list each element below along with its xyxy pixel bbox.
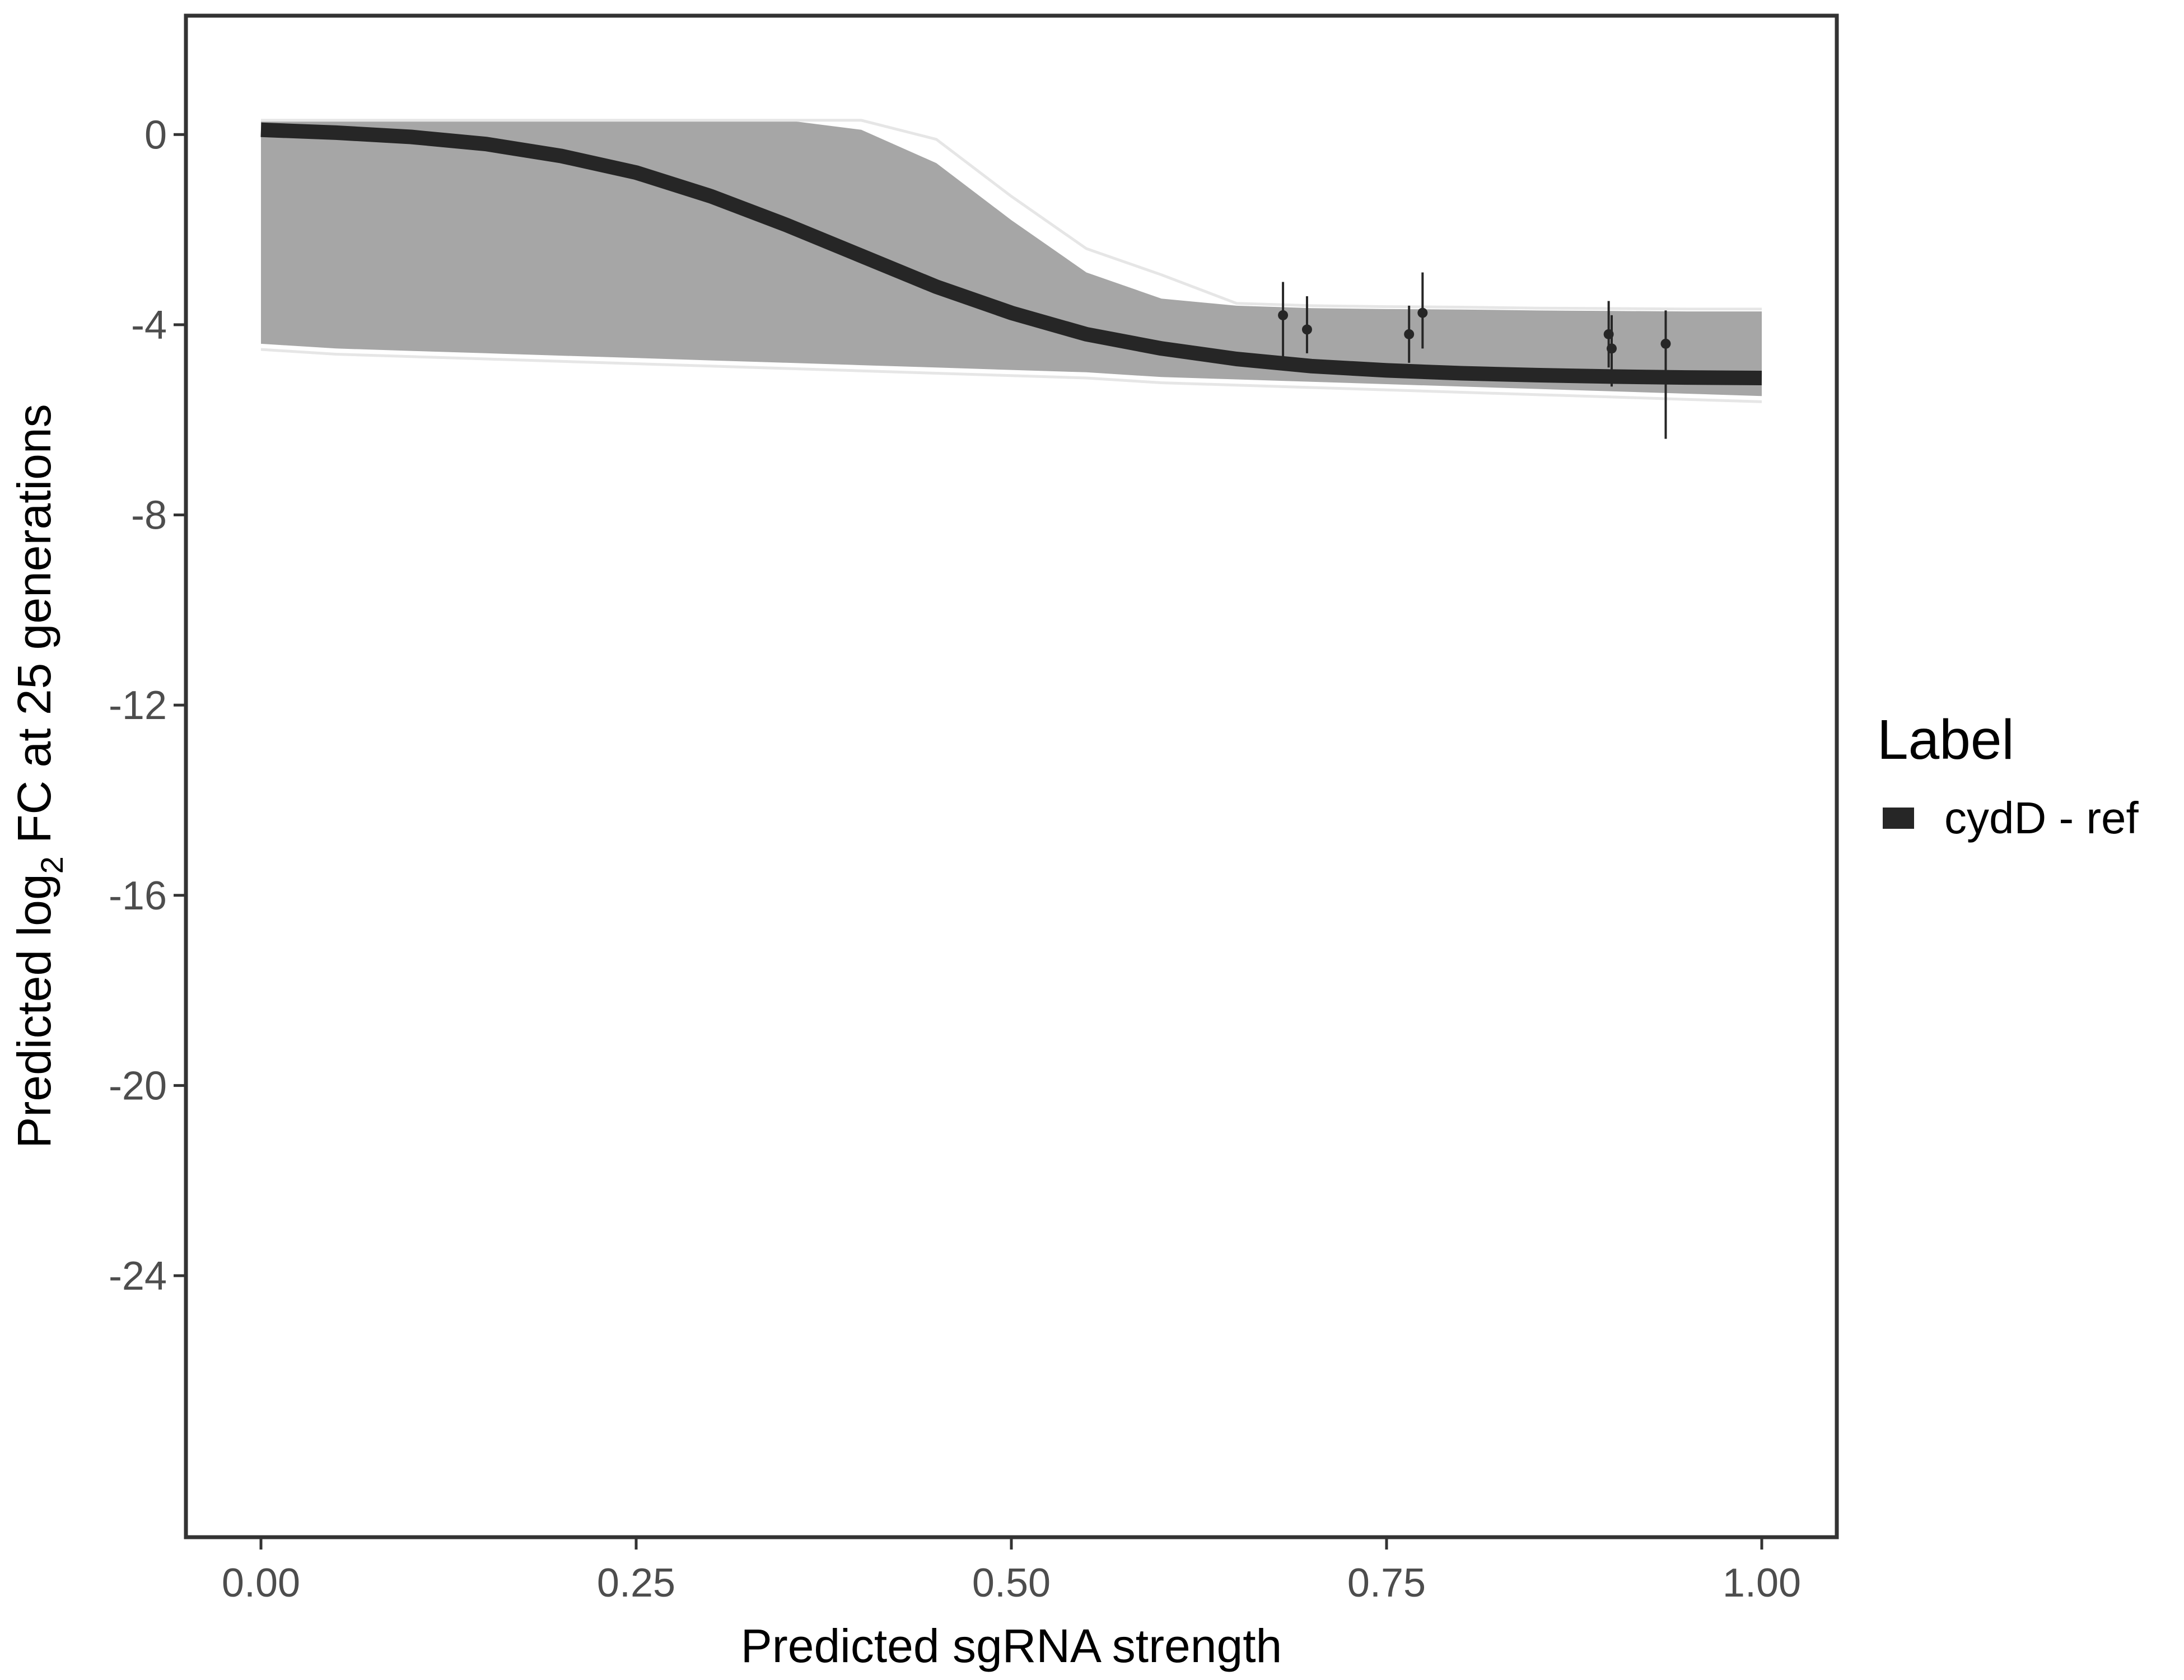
x-tick-label: 0.25	[597, 1561, 675, 1606]
posterior-draws-band	[260, 119, 1762, 403]
data-point	[1607, 343, 1617, 354]
y-axis-title: Predicted log2 FC at 25 generations	[8, 404, 69, 1148]
legend-title: Label	[1877, 708, 2014, 771]
data-point	[1660, 338, 1671, 349]
y-tick-label: 0	[144, 113, 167, 157]
y-axis-title-subscript: 2	[34, 856, 69, 874]
panel-border	[184, 13, 1839, 1539]
observed-point-3	[1417, 272, 1428, 349]
posterior-draw-line-1	[261, 119, 1762, 311]
x-tick-label: 1.00	[1723, 1561, 1801, 1606]
x-tick-label: 0.00	[222, 1561, 300, 1606]
y-axis-title-part1: Predicted log	[8, 874, 60, 1148]
fitted-curve-cydd-ref	[260, 122, 1762, 385]
observed-point-5	[1607, 315, 1617, 387]
legend-label-cydd-ref: cydD - ref	[1944, 793, 2139, 843]
x-axis-title: Predicted sgRNA strength	[741, 1620, 1282, 1672]
posterior-band	[261, 120, 1762, 396]
data-point	[1301, 324, 1312, 335]
observed-point-1	[1301, 296, 1312, 353]
y-tick-label: -20	[109, 1063, 167, 1108]
observed-point-0	[1278, 282, 1289, 358]
y-axis-title-part2: FC at 25 generations	[8, 404, 60, 856]
x-tick-label: 0.75	[1347, 1561, 1426, 1606]
observed-point-6	[1660, 310, 1671, 439]
posterior-draw-line-0	[260, 348, 1762, 403]
legend-key-cydd-ref	[1883, 808, 1914, 829]
observed-points-layer	[1278, 272, 1671, 439]
y-tick-label: -16	[109, 874, 167, 918]
data-point	[1417, 307, 1428, 318]
y-tick-label: -8	[131, 493, 167, 538]
y-tick-label: -12	[109, 683, 167, 728]
y-tick-label: -4	[131, 303, 167, 348]
y-axis-ticks: 0 -4 -8 -12 -16 -20 -24	[109, 113, 184, 1299]
fitted-curve-layer	[260, 122, 1762, 385]
data-point	[1278, 310, 1289, 320]
legend: Label cydD - ref	[1877, 708, 2139, 843]
data-point	[1404, 329, 1415, 339]
x-tick-label: 0.50	[972, 1561, 1051, 1606]
observed-point-2	[1404, 305, 1415, 363]
x-axis-ticks: 0.00 0.25 0.50 0.75 1.00	[222, 1539, 1801, 1606]
y-tick-label: -24	[109, 1254, 167, 1299]
